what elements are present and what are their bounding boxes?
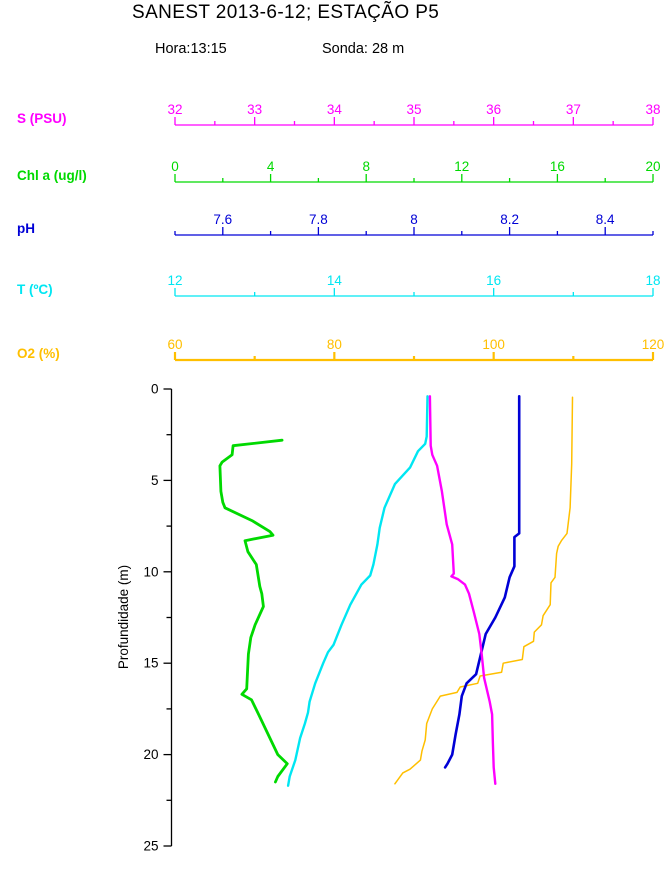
series-t-line [286,395,429,787]
axis-title-ph: pH [17,221,35,236]
tick-label-chl-12: 12 [454,159,469,174]
depth-tick-label-20: 20 [143,747,158,762]
tick-label-chl-20: 20 [645,159,660,174]
tick-label-chl-0: 0 [171,159,179,174]
tick-label-t-18: 18 [645,273,660,288]
depth-tick-label-5: 5 [151,473,159,488]
sounding-depth-label: Sonda: 28 m [322,41,405,57]
depth-tick-label-10: 10 [143,564,158,579]
series-chl-line [218,438,289,784]
axis-title-o2: O2 (%) [17,346,60,361]
tick-label-ph-8.4: 8.4 [596,212,615,227]
axis-title-chl: Chl a (ug/l) [17,168,87,183]
tick-label-t-12: 12 [167,273,182,288]
x-axis-ph: 7.6 7.8 8 8.2 8.4 pH [17,212,654,236]
x-axis-chl: 0 4 8 12 16 20 Chl a (ug/l) [17,159,661,183]
tick-label-ph-8.2: 8.2 [500,212,519,227]
tick-label-chl-16: 16 [550,159,565,174]
tick-label-chl-4: 4 [267,159,275,174]
series-ph-line [443,394,521,769]
tick-label-t-16: 16 [486,273,501,288]
x-axis-s: 32 33 34 35 36 37 38 S (PSU) [17,102,661,126]
tick-label-s-35: 35 [406,102,421,117]
tick-label-chl-8: 8 [362,159,370,174]
page-title: SANEST 2013-6-12; ESTAÇÃO P5 [132,2,440,23]
tick-label-o2-100: 100 [482,337,505,352]
tick-label-t-14: 14 [327,273,343,288]
tick-label-s-32: 32 [167,102,182,117]
tick-label-s-38: 38 [645,102,660,117]
depth-axis: 0 5 10 15 20 25 Profundidade (m) [116,382,173,854]
x-axis-o2: 60 80 100 120 O2 (%) [17,337,665,362]
series-o2-line [394,396,574,785]
tick-label-s-34: 34 [327,102,343,117]
x-axis-t: 12 14 16 18 T (ºC) [17,273,661,297]
depth-tick-label-15: 15 [143,656,158,671]
tick-label-o2-60: 60 [167,337,182,352]
depth-tick-label-25: 25 [143,839,158,854]
axis-title-s: S (PSU) [17,111,67,126]
depth-tick-label-0: 0 [151,382,159,397]
tick-label-o2-80: 80 [327,337,342,352]
tick-label-ph-8: 8 [410,212,418,227]
tick-label-ph-7.6: 7.6 [213,212,232,227]
tick-label-ph-7.8: 7.8 [309,212,328,227]
axis-title-t: T (ºC) [17,282,53,297]
tick-label-s-33: 33 [247,102,262,117]
tick-label-s-36: 36 [486,102,501,117]
depth-axis-title: Profundidade (m) [116,565,131,669]
tick-label-s-37: 37 [566,102,581,117]
series-s-line [428,395,497,785]
tick-label-o2-120: 120 [642,337,665,352]
time-label: Hora:13:15 [155,41,227,57]
